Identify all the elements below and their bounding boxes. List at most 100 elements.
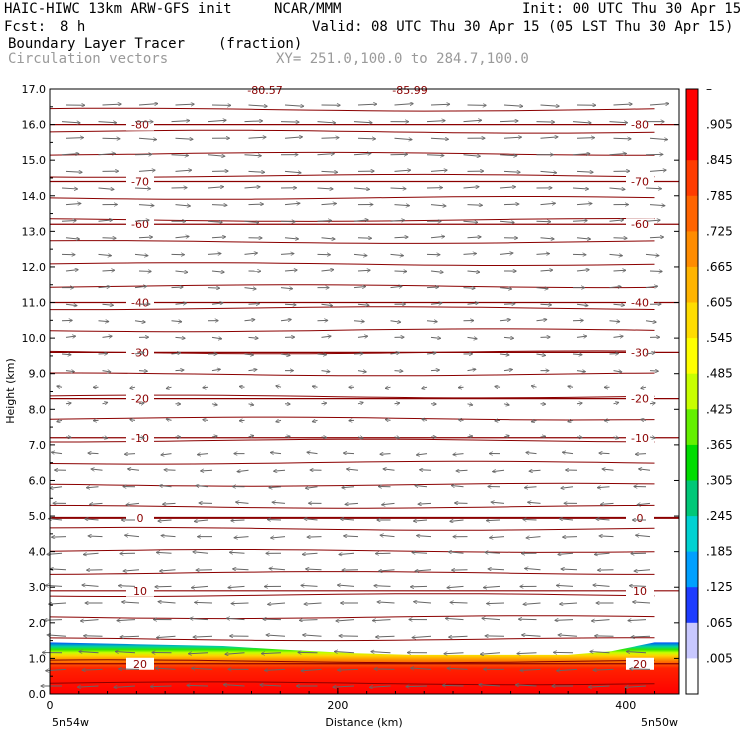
vector-arrow <box>192 586 209 587</box>
vector-arrow <box>271 537 286 538</box>
vector-arrow <box>171 287 183 288</box>
contour-label-bg <box>626 392 654 405</box>
vector-arrow <box>207 187 223 188</box>
vector-arrow <box>576 371 585 372</box>
vector-arrow <box>645 353 655 354</box>
vector-arrow <box>248 171 265 172</box>
vector-arrow <box>138 205 154 206</box>
vector-arrow <box>339 553 355 554</box>
vector-arrow <box>630 586 647 587</box>
vector-arrow <box>499 288 511 289</box>
contour-label-bg <box>626 657 654 670</box>
colorbar-swatch <box>686 266 698 303</box>
vector-arrow <box>228 586 245 587</box>
tracer-fill <box>50 642 679 694</box>
contour-label: 10 <box>633 585 647 598</box>
vector-arrow <box>493 470 505 471</box>
vector-arrow <box>98 287 110 288</box>
vector-arrow <box>558 635 578 636</box>
contour-label: -70 <box>131 176 149 189</box>
vector-arrow <box>613 371 622 372</box>
vector-arrow <box>244 354 254 355</box>
vector-arrow <box>503 404 509 405</box>
vector-arrow <box>596 519 610 520</box>
vector-arrow <box>390 321 401 322</box>
vector-arrow <box>171 353 181 354</box>
vector-arrow <box>386 419 391 420</box>
colorbar-swatch <box>686 658 698 695</box>
y-tick-label: 14.0 <box>22 190 47 203</box>
vector-arrow <box>412 636 432 637</box>
vector-arrow <box>304 519 318 520</box>
vector-arrow <box>426 287 438 288</box>
contour-label: 10 <box>133 585 147 598</box>
y-tick-label: 5.0 <box>29 510 47 523</box>
vector-arrow <box>248 337 258 338</box>
colorbar-label: .365 <box>706 438 733 452</box>
colorbar-label: .845 <box>706 153 733 167</box>
vector-arrow <box>203 420 209 421</box>
contour-label: -80 <box>631 119 649 132</box>
contour-line <box>49 460 655 465</box>
vector-arrow <box>561 569 578 570</box>
contour-line <box>50 306 655 311</box>
vector-arrow <box>61 221 76 222</box>
vector-arrow <box>613 304 625 305</box>
vector-arrow <box>138 170 155 171</box>
vector-arrow <box>98 153 116 154</box>
contour-label: -70 <box>631 176 649 189</box>
y-tick-label: 1.0 <box>29 652 47 665</box>
vector-arrow <box>417 454 428 455</box>
vector-arrow <box>645 188 661 189</box>
contour-line <box>49 571 655 575</box>
vector-arrow <box>649 237 663 238</box>
vector-arrow <box>260 685 282 686</box>
vector-arrow <box>536 320 547 321</box>
vector-arrow <box>125 454 136 455</box>
y-tick-label: 2.0 <box>29 617 47 630</box>
colorbar-swatch <box>686 587 698 624</box>
vector-arrow <box>540 105 560 106</box>
vector-arrow <box>157 636 176 637</box>
vector-arrow <box>609 122 628 123</box>
vector-arrow <box>450 520 464 521</box>
y-tick-label: 15.0 <box>22 154 47 167</box>
vector-arrow <box>138 138 156 139</box>
vector-arrow <box>479 685 501 686</box>
vector-arrow <box>82 669 103 670</box>
vector-arrow <box>536 221 551 222</box>
vector-arrow <box>467 369 476 370</box>
vector-arrow <box>353 153 371 154</box>
valid-time: Valid: 08 UTC Thu 30 Apr 15 (05 LST Thu … <box>312 19 734 35</box>
vector-arrow <box>175 337 185 338</box>
vector-arrow <box>357 270 370 271</box>
contour-line <box>49 416 655 421</box>
vector-arrow <box>163 503 176 504</box>
vector-arrow <box>85 519 99 520</box>
vector-arrow <box>84 553 99 554</box>
circulation-vectors <box>41 104 668 688</box>
vector-arrow <box>609 287 621 288</box>
vector-arrow <box>485 552 501 553</box>
vector-arrow <box>171 321 182 322</box>
vector-arrow <box>175 370 184 371</box>
vector-arrow <box>234 537 249 538</box>
vector-arrow <box>371 652 391 653</box>
vector-arrow <box>211 337 221 338</box>
contour-line <box>49 196 655 200</box>
vector-arrow <box>593 585 610 586</box>
vector-arrow <box>49 603 67 604</box>
vector-arrow <box>303 553 318 554</box>
vector-arrow <box>87 487 99 488</box>
vector-arrow <box>463 288 475 289</box>
vector-arrow <box>422 419 428 420</box>
vector-arrow <box>321 336 331 337</box>
vector-arrow <box>568 420 574 421</box>
vector-arrow <box>390 220 405 221</box>
vector-arrow <box>576 437 582 438</box>
contour-label-bg <box>126 175 154 188</box>
vector-arrow <box>313 420 318 421</box>
contour-line <box>49 240 655 244</box>
y-tick-label: 17.0 <box>22 83 47 96</box>
temperature-contours: -80 -80-70 -70-60 -60-40 -40-30 -30-20 -20-10-… <box>49 84 679 686</box>
